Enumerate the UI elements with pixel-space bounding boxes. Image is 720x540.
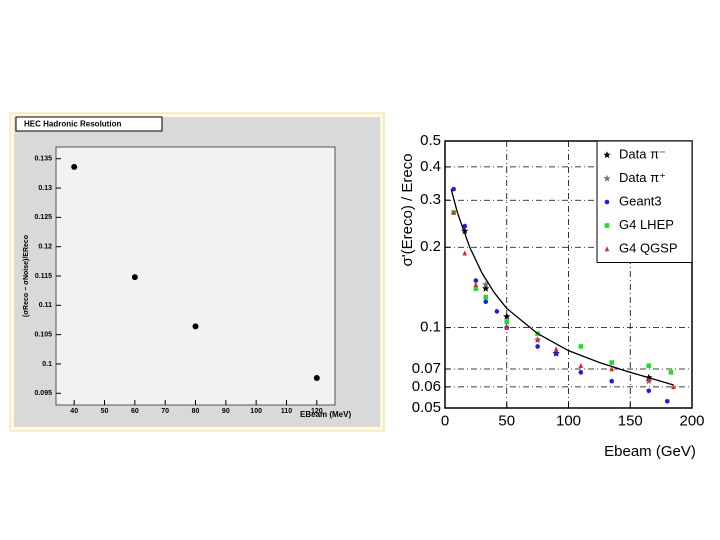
point (609, 378, 615, 384)
point (535, 337, 540, 343)
x-tick-label: 0 (441, 412, 449, 429)
point (313, 375, 320, 382)
legend-label: G4 QGSP (619, 240, 678, 255)
x-tick-label: 100 (250, 408, 262, 415)
point (503, 312, 511, 320)
x-axis-label: Ebeam (GeV) (604, 443, 696, 460)
x-tick-label: 150 (618, 412, 643, 429)
point (482, 284, 490, 292)
point (473, 278, 479, 283)
fit-curve (450, 189, 674, 386)
point (473, 281, 479, 287)
point (192, 323, 199, 330)
x-tick-label: 100 (556, 412, 581, 429)
point (609, 366, 615, 372)
legend-marker (604, 199, 610, 205)
point (71, 163, 78, 170)
legend-marker (604, 223, 610, 228)
point (504, 319, 510, 325)
x-tick-label: 70 (161, 408, 169, 415)
x-tick-label: 50 (498, 412, 515, 429)
plot-area (55, 146, 336, 406)
y-tick-label: 0.1 (42, 361, 52, 368)
y-tick-label: 0.06 (412, 378, 441, 395)
y-axis-label: σ'(Ereco) / Ereco (399, 154, 416, 267)
point (451, 186, 456, 192)
point (462, 223, 468, 229)
point (451, 209, 456, 215)
point (461, 227, 469, 235)
point (646, 363, 652, 369)
point (483, 299, 489, 305)
x-axis-label: EBeam (MeV) (300, 410, 351, 419)
x-tick-label: 200 (679, 412, 704, 429)
y-tick-label: 0.05 (412, 399, 441, 416)
y-tick-label: 0.11 (39, 302, 52, 309)
point (578, 344, 584, 349)
y-tick-label: 0.5 (420, 132, 441, 149)
point (665, 398, 670, 404)
y-tick-label: 0.2 (420, 238, 441, 255)
point (646, 388, 652, 394)
y-tick-label: 0.4 (420, 158, 441, 175)
point (553, 346, 559, 352)
chart-title: HEC Hadronic Resolution (24, 120, 121, 129)
y-tick-label: 0.135 (34, 156, 52, 163)
title-box (15, 116, 163, 132)
point (483, 294, 489, 300)
point (473, 286, 479, 291)
point (462, 250, 468, 256)
point (668, 370, 674, 375)
x-tick-label: 90 (222, 408, 230, 415)
point (482, 280, 490, 288)
x-tick-label: 120 (311, 408, 323, 415)
legend-label: Data π⁻ (619, 146, 666, 161)
y-tick-label: 0.105 (34, 331, 52, 338)
point (553, 351, 559, 356)
y-tick-label: 0.115 (35, 273, 52, 280)
y-tick-label: 0.12 (38, 244, 52, 251)
point (535, 344, 540, 349)
point (578, 362, 584, 369)
y-axis-label: (σReco − σNoise)/EReco (23, 235, 30, 317)
y-tick-label: 0.13 (38, 185, 52, 192)
point (671, 384, 676, 390)
legend-marker (603, 151, 611, 159)
legend-marker (604, 246, 610, 252)
legend-label: Geant3 (619, 193, 662, 208)
x-tick-label: 80 (192, 408, 200, 415)
legend-label: Data π⁺ (619, 170, 666, 185)
point (609, 360, 615, 365)
legend-marker (603, 174, 611, 182)
point (494, 309, 500, 314)
x-tick-label: 50 (101, 408, 109, 415)
y-tick-label: 0.125 (34, 214, 52, 221)
legend (596, 140, 693, 263)
x-tick-label: 110 (281, 408, 292, 415)
point (131, 274, 138, 281)
legend-label: G4 LHEP (619, 217, 674, 232)
y-tick-label: 0.095 (34, 390, 52, 397)
y-tick-label: 0.3 (420, 191, 441, 208)
point (646, 376, 652, 382)
point (578, 370, 584, 375)
y-tick-label: 0.1 (420, 319, 441, 336)
point (504, 324, 510, 330)
y-tick-label: 0.07 (412, 360, 441, 377)
x-tick-label: 40 (70, 408, 78, 415)
x-tick-label: 60 (131, 408, 139, 415)
